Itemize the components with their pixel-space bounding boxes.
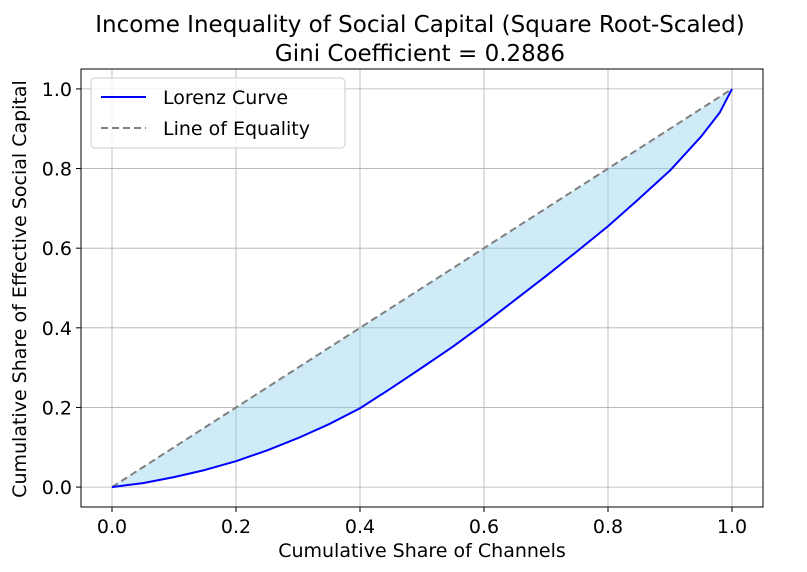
y-tick-label: 0.0 [42, 477, 72, 499]
lorenz-curve-line [111, 88, 733, 489]
y-tick-label: 1.0 [42, 79, 72, 101]
legend: Lorenz Curve Line of Equality [90, 77, 346, 149]
y-tick-label: 0.8 [42, 159, 72, 181]
x-tick-label: 0.4 [345, 516, 375, 538]
legend-equality-label: Line of Equality [163, 118, 310, 140]
x-tick-label: 0.8 [593, 516, 623, 538]
legend-box [90, 77, 346, 149]
x-tick-label: 0.6 [469, 516, 499, 538]
x-axis-label: Cumulative Share of Channels [278, 540, 566, 562]
y-tick-label: 0.4 [42, 318, 72, 340]
series-layer [111, 88, 733, 489]
y-tick-label: 0.6 [42, 238, 72, 260]
equality-line [111, 88, 733, 488]
ticks: 0.0 0.2 0.4 0.6 0.8 1.0 0.0 0.2 0.4 0.6 0.8 1.0 [42, 79, 747, 538]
y-axis-label: Cumulative Share of Effective Social Cap… [9, 80, 31, 498]
x-tick-label: 0.0 [97, 516, 127, 538]
x-tick-label: 1.0 [717, 516, 747, 538]
chart-title: Income Inequality of Social Capital (Squ… [95, 12, 745, 38]
plot-frame [80, 68, 764, 508]
y-tick-label: 0.2 [42, 397, 72, 419]
legend-lorenz-label: Lorenz Curve [163, 87, 288, 109]
x-tick-label: 0.2 [221, 516, 251, 538]
chart-subtitle: Gini Coefficient = 0.2886 [275, 41, 565, 67]
